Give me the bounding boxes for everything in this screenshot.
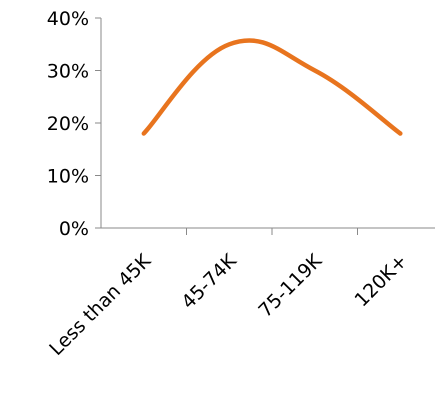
series-line — [141, 38, 403, 136]
y-tick-label: 10% — [47, 166, 89, 188]
x-tick-label: Less than 45K — [45, 250, 155, 360]
x-tick-label: 120K+ — [351, 250, 412, 311]
y-tick-label: 30% — [47, 61, 89, 83]
x-axis — [101, 227, 435, 235]
y-axis — [95, 17, 102, 229]
x-tick-labels: Less than 45K 45-74K 75-119K 120K+ — [45, 250, 412, 360]
y-tick-label: 40% — [47, 8, 89, 30]
y-tick-label: 0% — [59, 218, 89, 240]
y-tick-labels: 0% 10% 20% 30% 40% — [47, 8, 89, 240]
x-tick-label: 45-74K — [177, 250, 241, 314]
series-lines — [141, 38, 403, 136]
y-tick-label: 20% — [47, 113, 89, 135]
x-tick-label: 75-119K — [254, 250, 326, 322]
